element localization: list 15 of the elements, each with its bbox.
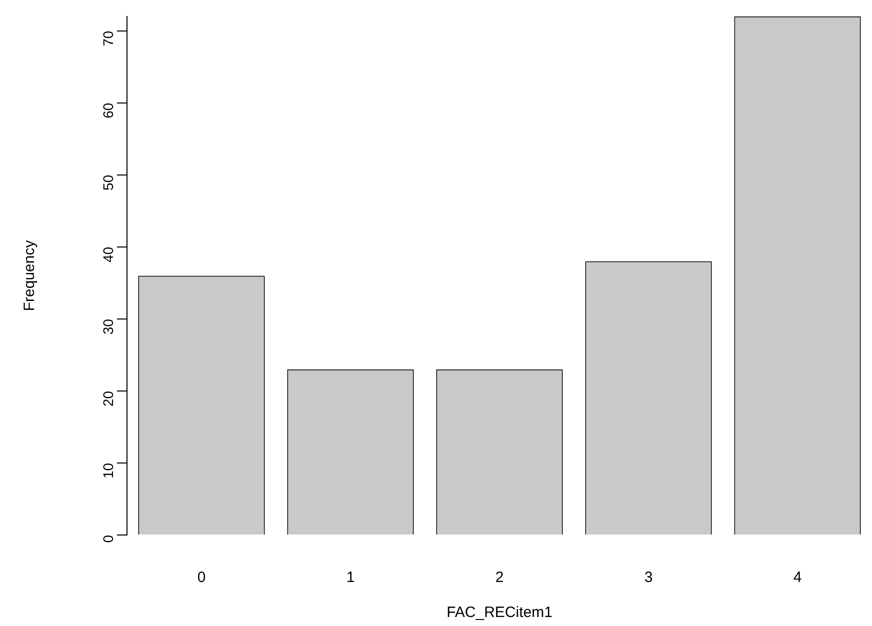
y-tick-label: 70 xyxy=(100,30,116,46)
y-tick-label: 10 xyxy=(100,462,116,479)
x-tick-label: 1 xyxy=(346,569,355,586)
x-axis-title: FAC_RECitem1 xyxy=(446,604,552,622)
y-tick-label: 20 xyxy=(100,390,116,407)
y-tick-label: 60 xyxy=(100,102,116,118)
x-tick-label: 4 xyxy=(793,569,802,586)
y-tick-label: 50 xyxy=(100,174,116,190)
y-tick-label: 40 xyxy=(100,246,116,262)
x-tick-label: 2 xyxy=(495,569,504,586)
y-axis-title: Frequency xyxy=(21,240,38,312)
y-tick-label: 0 xyxy=(100,534,116,543)
x-tick-label: 3 xyxy=(644,569,653,586)
x-tick-label: 0 xyxy=(197,569,206,586)
y-tick-label: 30 xyxy=(100,318,116,334)
